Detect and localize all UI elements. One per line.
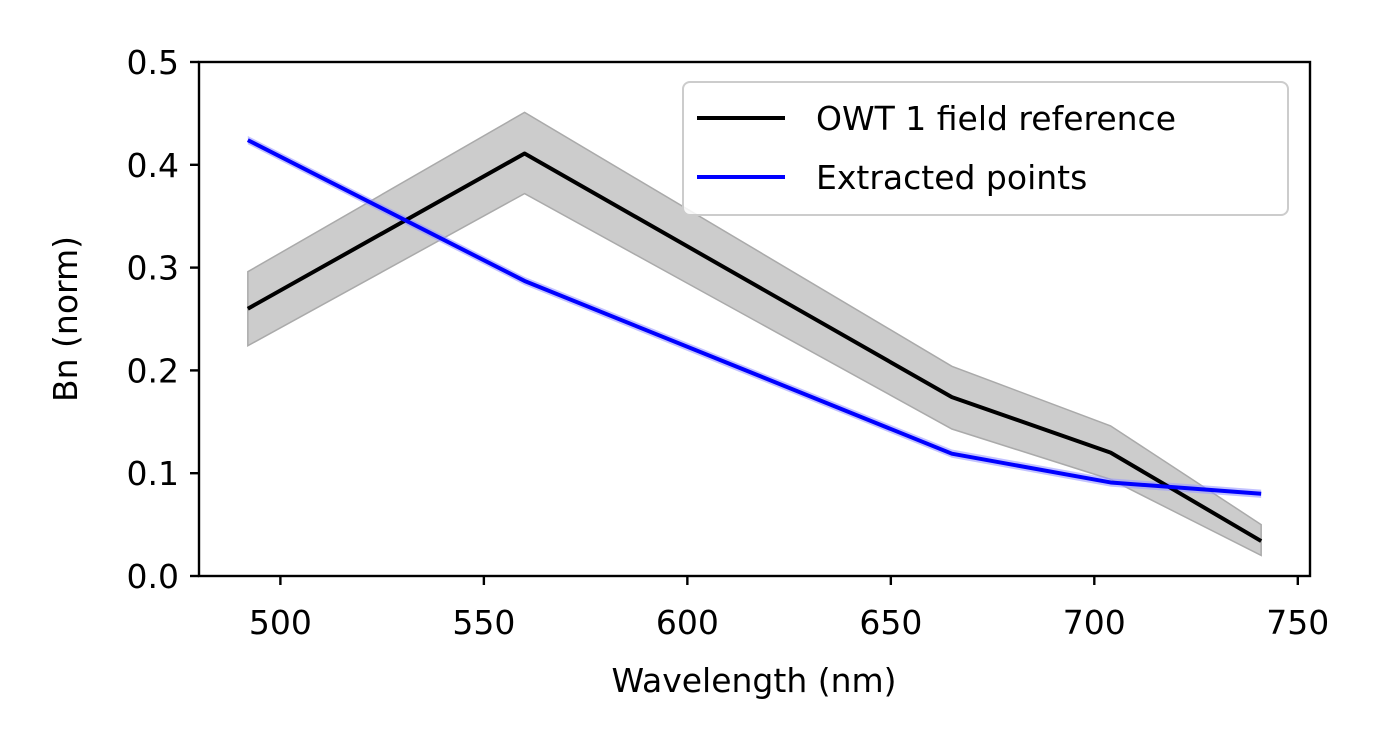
legend-label-extracted: Extracted points [816, 158, 1087, 197]
legend: OWT 1 field reference Extracted points [682, 81, 1289, 216]
y-tick-label: 0.4 [127, 146, 179, 185]
x-tick-label: 700 [1063, 603, 1126, 642]
series-line-0 [246, 151, 1263, 543]
y-axis-title: Bn (norm) [46, 236, 85, 402]
x-tick-label: 750 [1266, 603, 1329, 642]
x-tick-label: 550 [452, 603, 515, 642]
lines-layer [246, 138, 1263, 543]
x-axis: 500 550 600 650 700 750 [249, 576, 1329, 642]
y-tick-label: 0.1 [127, 454, 179, 493]
x-tick-label: 500 [249, 603, 312, 642]
y-tick-label: 0.2 [127, 351, 179, 390]
legend-box [682, 81, 1289, 216]
x-tick-label: 600 [656, 603, 719, 642]
y-tick-label: 0.0 [127, 557, 179, 596]
x-tick-label: 650 [859, 603, 922, 642]
y-axis: 0.0 0.1 0.2 0.3 0.4 0.5 [127, 43, 199, 596]
bands-layer [247, 111, 1262, 557]
legend-label-owt1: OWT 1 field reference [816, 99, 1176, 138]
x-axis-title: Wavelength (nm) [611, 661, 896, 700]
y-tick-label: 0.5 [127, 43, 179, 82]
y-tick-label: 0.3 [127, 249, 179, 288]
series-line-1 [246, 138, 1262, 496]
plot-frame [197, 60, 1312, 578]
series-band-0 [247, 111, 1262, 557]
